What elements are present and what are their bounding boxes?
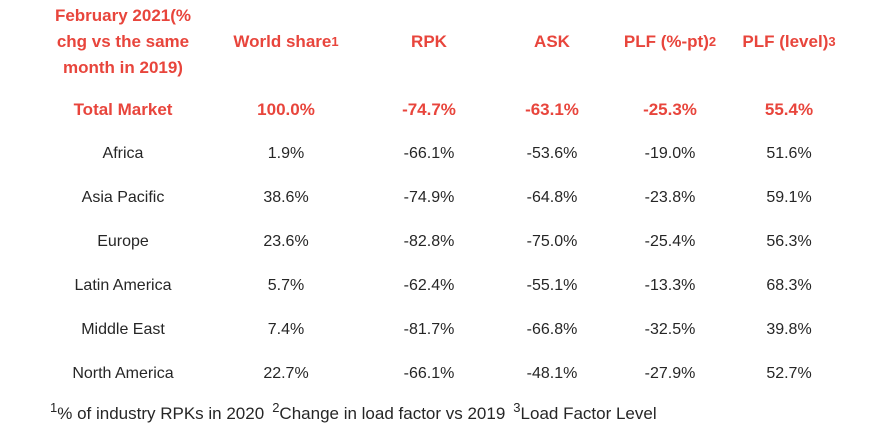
cell-plf-level: 39.8% (766, 321, 812, 338)
cell-region: Africa (102, 145, 144, 162)
footnote-1-text: % of industry RPKs in 2020 (57, 404, 265, 423)
header-period-line1: February 2021(% (54, 6, 192, 25)
footnote-3-marker: 3 (513, 400, 521, 415)
cell-rpk: -74.7% (402, 100, 456, 119)
cell-rpk: -66.1% (403, 145, 455, 162)
cell-plf-pt: -25.3% (643, 100, 697, 119)
table-row: Europe 23.6% -82.8% -75.0% -25.4% 56.3% (0, 220, 892, 264)
table-row-total: Total Market 100.0% -74.7% -63.1% -25.3%… (0, 88, 892, 132)
header-plf-pt-label: PLF (%-pt) (623, 32, 709, 51)
header-rpk-label: RPK (411, 32, 447, 51)
cell-world-share: 7.4% (267, 321, 305, 338)
cell-world-share: 1.9% (267, 145, 305, 162)
cell-world-share: 38.6% (263, 189, 309, 206)
cell-rpk: -82.8% (403, 233, 455, 250)
cell-region: Asia Pacific (81, 189, 165, 206)
header-period-line2: chg vs the same (56, 32, 190, 51)
header-world-share: World share 1 (212, 0, 360, 84)
cell-plf-level: 68.3% (766, 277, 812, 294)
cell-ask: -53.6% (526, 145, 578, 162)
cell-ask: -75.0% (526, 233, 578, 250)
footnote-1-marker: 1 (50, 400, 58, 415)
footnotes: 1% of industry RPKs in 2020 2Change in lo… (50, 401, 657, 424)
table-row: Africa 1.9% -66.1% -53.6% -19.0% 51.6% (0, 132, 892, 176)
cell-plf-level: 59.1% (766, 189, 812, 206)
cell-plf-pt: -19.0% (644, 145, 696, 162)
cell-plf-pt: -25.4% (644, 233, 696, 250)
footnote-3-text: Load Factor Level (520, 404, 657, 423)
header-ask-label: ASK (534, 32, 570, 51)
cell-plf-level: 52.7% (766, 365, 812, 382)
cell-world-share: 23.6% (263, 233, 309, 250)
cell-plf-level: 51.6% (766, 145, 812, 162)
header-rpk: RPK (360, 0, 498, 84)
cell-rpk: -81.7% (403, 321, 455, 338)
cell-plf-pt: -23.8% (644, 189, 696, 206)
cell-region: Latin America (74, 277, 172, 294)
cell-plf-pt: -13.3% (644, 277, 696, 294)
cell-world-share: 5.7% (267, 277, 305, 294)
table-row: Middle East 7.4% -81.7% -66.8% -32.5% 39… (0, 308, 892, 352)
cell-ask: -55.1% (526, 277, 578, 294)
cell-ask: -66.8% (526, 321, 578, 338)
header-period-line3: month in 2019) (63, 58, 183, 77)
header-ask: ASK (498, 0, 606, 84)
cell-plf-level: 56.3% (766, 233, 812, 250)
cell-region: Middle East (81, 321, 165, 338)
cell-world-share: 100.0% (257, 100, 315, 119)
cell-plf-pt: -27.9% (644, 365, 696, 382)
cell-ask: -64.8% (526, 189, 578, 206)
cell-plf-level: 55.4% (764, 100, 814, 119)
table-row: Latin America 5.7% -62.4% -55.1% -13.3% … (0, 264, 892, 308)
footnote-2-text: Change in load factor vs 2019 (279, 404, 506, 423)
header-plf-level: PLF (level) 3 (734, 0, 844, 84)
cell-region: Europe (97, 233, 149, 250)
header-period: February 2021(% chg vs the same month in… (34, 0, 212, 84)
cell-ask: -63.1% (525, 100, 579, 119)
table-row: Asia Pacific 38.6% -74.9% -64.8% -23.8% … (0, 176, 892, 220)
cell-rpk: -62.4% (403, 277, 455, 294)
header-world-share-label: World share (233, 32, 332, 51)
cell-region: Total Market (73, 100, 173, 119)
cell-region: North America (72, 365, 174, 382)
table-row: North America 22.7% -66.1% -48.1% -27.9%… (0, 352, 892, 396)
cell-world-share: 22.7% (263, 365, 309, 382)
cell-ask: -48.1% (526, 365, 578, 382)
header-plf-level-label: PLF (level) (742, 32, 829, 51)
cell-rpk: -74.9% (403, 189, 455, 206)
cell-plf-pt: -32.5% (644, 321, 696, 338)
header-plf-pt: PLF (%-pt) 2 (606, 0, 734, 84)
cell-rpk: -66.1% (403, 365, 455, 382)
footnote-2-marker: 2 (272, 400, 280, 415)
